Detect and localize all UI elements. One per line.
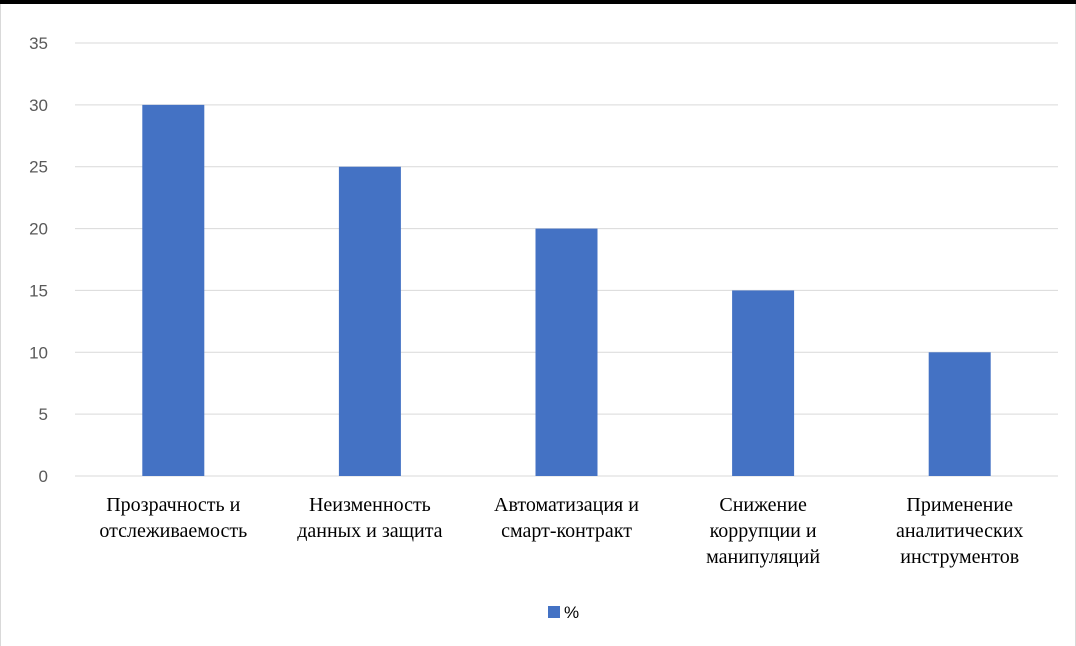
bar [338,166,401,476]
x-tick-label-line: смарт-контракт [501,520,632,542]
x-tick-label-line: коррупции и [710,520,817,542]
x-tick-label-line: Автоматизация и [494,494,639,516]
x-tick-label: Применение аналитических инструментов [896,494,1024,568]
y-tick-label: 0 [39,467,48,486]
bars [142,104,991,476]
y-tick-label: 15 [29,281,48,300]
y-tick-label: 5 [39,405,48,424]
bar [732,290,795,476]
legend-swatch [548,606,560,618]
legend-label: % [564,603,579,622]
x-tick-label-line: данных и защита [297,520,442,542]
y-axis-ticks: 0 5 10 15 20 25 30 35 [29,34,48,486]
bar [142,104,205,476]
legend: % [548,603,579,622]
x-tick-label-line: Неизменность [309,494,431,516]
y-tick-label: 35 [29,34,48,53]
x-tick-label: Прозрачность и отслеживаемость [99,494,247,542]
x-tick-label-line: аналитических [896,520,1024,542]
bar [928,352,991,476]
y-tick-label: 25 [29,158,48,177]
x-tick-label: Снижение коррупции и манипуляций [706,494,820,568]
x-tick-label: Неизменность данных и защита [297,494,442,542]
x-tick-label-line: манипуляций [706,546,820,568]
x-tick-label-line: Применение [906,494,1013,516]
x-tick-label-line: отслеживаемость [99,520,247,542]
bar [535,228,598,476]
y-tick-label: 20 [29,220,48,239]
x-tick-label-line: Прозрачность и [106,494,240,516]
x-tick-label-line: Снижение [719,494,807,516]
y-tick-label: 30 [29,96,48,115]
x-tick-label: Автоматизация и смарт-контракт [494,494,639,542]
x-axis-ticks: Прозрачность и отслеживаемость Неизменност… [99,494,1023,568]
top-border [0,0,1076,4]
left-border [0,4,1,646]
x-tick-label-line: инструментов [900,546,1019,568]
y-tick-label: 10 [29,343,48,362]
